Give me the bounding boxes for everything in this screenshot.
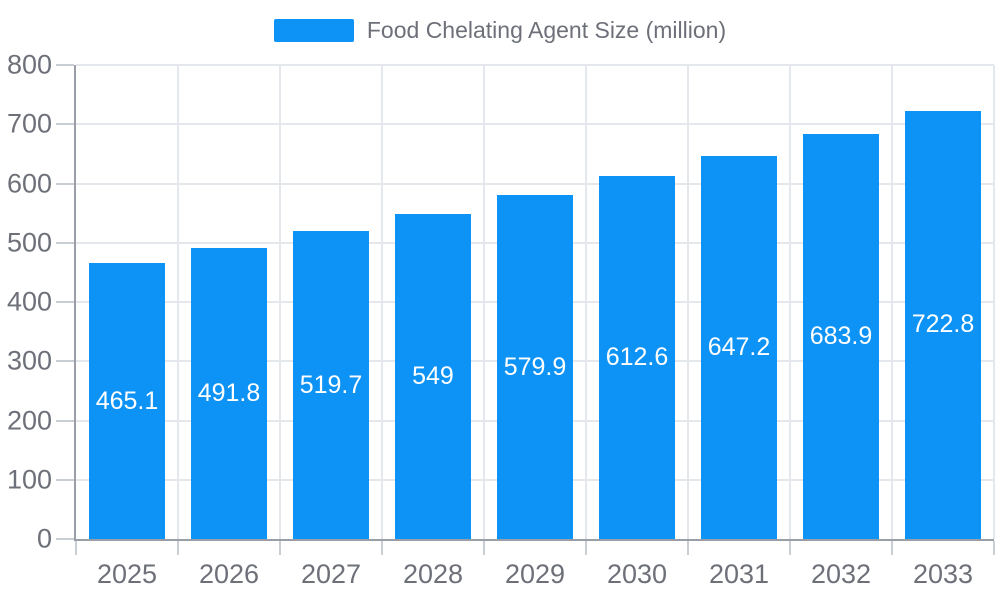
x-axis-tick [686, 541, 689, 555]
x-axis-label: 2030 [606, 559, 668, 589]
y-axis-tick [56, 478, 74, 481]
y-axis-tick [56, 241, 74, 244]
y-axis-tick [56, 538, 74, 540]
v-gridline [279, 65, 281, 539]
x-axis-label: 2031 [708, 559, 770, 589]
x-axis-label: 2026 [198, 559, 260, 589]
v-gridline [686, 65, 689, 539]
y-axis-label: 100 [6, 464, 52, 495]
y-axis-label: 500 [6, 227, 52, 258]
bar-value-label: 519.7 [299, 370, 363, 399]
x-axis-tick [585, 541, 587, 555]
x-axis-label: 2029 [504, 559, 566, 589]
v-gridline [585, 65, 587, 539]
v-gridline [891, 65, 893, 539]
bar: 647.2 [701, 155, 777, 539]
bar-value-label: 647.2 [707, 332, 771, 361]
v-gridline [177, 65, 179, 539]
v-gridline [483, 65, 485, 539]
y-axis-label: 300 [6, 345, 52, 376]
y-axis-tick [56, 301, 74, 303]
x-axis-tick [789, 541, 791, 555]
legend-swatch[interactable] [273, 19, 354, 42]
bar: 612.6 [599, 176, 675, 539]
bar-value-label: 612.6 [605, 343, 669, 372]
y-axis-tick [56, 419, 74, 422]
y-axis-tick [56, 360, 74, 363]
x-axis-label: 2028 [402, 559, 464, 589]
x-axis-tick [177, 541, 179, 555]
y-axis-label: 700 [6, 108, 52, 139]
y-axis-label: 800 [6, 49, 52, 80]
bar: 579.9 [497, 195, 573, 539]
x-axis-label: 2032 [810, 559, 872, 589]
y-axis-tick [56, 64, 74, 66]
legend[interactable]: Food Chelating Agent Size (million) [0, 17, 1000, 44]
h-gridline [76, 182, 994, 185]
bar-value-label: 722.8 [911, 310, 975, 339]
x-axis-tick [993, 541, 995, 555]
bar: 491.8 [191, 247, 267, 539]
x-axis-tick [483, 541, 485, 555]
y-axis-label: 600 [6, 168, 52, 198]
legend-label[interactable]: Food Chelating Agent Size (million) [366, 17, 727, 43]
h-gridline [76, 123, 994, 126]
y-axis-tick [56, 182, 74, 185]
bar-value-label: 491.8 [197, 378, 261, 407]
v-gridline [993, 65, 995, 539]
plot-area: 0 100 200 300 400 500 600 700 800 2025 465.1 2026 49… [7, 51, 995, 589]
x-axis-tick [891, 541, 893, 555]
bar: 549 [395, 213, 471, 539]
y-axis-label: 200 [6, 405, 52, 435]
bar-value-label: 465.1 [95, 386, 159, 415]
bar: 519.7 [293, 231, 369, 539]
bar-value-label: 549 [412, 361, 454, 390]
bar-value-label: 579.9 [503, 352, 567, 381]
x-axis-label: 2025 [96, 559, 158, 589]
v-gridline [380, 65, 383, 539]
y-axis-label: 400 [6, 286, 52, 317]
v-gridline [789, 65, 791, 539]
x-axis-label: 2027 [300, 559, 362, 589]
h-gridline [76, 64, 994, 66]
bar: 465.1 [89, 263, 165, 539]
x-axis-label: 2033 [912, 559, 974, 589]
bar: 722.8 [905, 110, 981, 539]
x-axis-tick [279, 541, 281, 555]
x-axis-tick [75, 541, 77, 555]
bar-value-label: 683.9 [809, 321, 873, 350]
x-axis-tick [380, 541, 383, 555]
y-axis-tick [56, 123, 74, 126]
y-axis-label: 0 [36, 523, 52, 554]
bar: 683.9 [803, 133, 879, 539]
